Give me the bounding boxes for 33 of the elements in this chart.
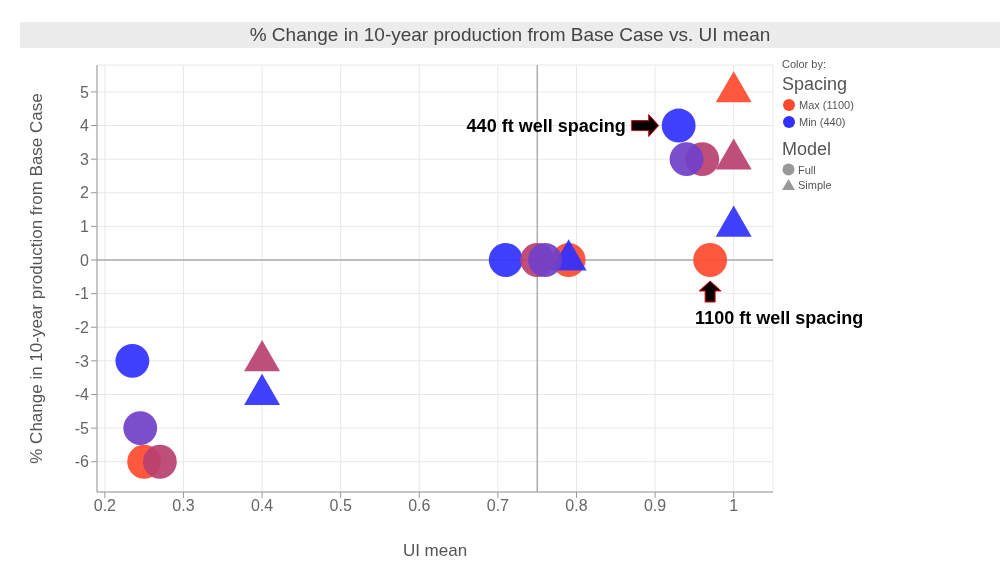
y-tick-label: 4 <box>80 117 90 135</box>
y-tick-label: 5 <box>80 83 90 101</box>
y-tick-label: -6 <box>74 453 90 471</box>
x-tick-label: 0.2 <box>93 497 117 515</box>
x-axis-title: UI mean <box>402 541 468 561</box>
x-tick-label: 1 <box>729 497 739 515</box>
y-tick-label: 0 <box>80 251 90 269</box>
x-tick-label: 0.3 <box>172 497 195 515</box>
y-tick-label: -1 <box>74 285 90 303</box>
text: Spacing <box>782 74 849 95</box>
text: Simple <box>797 179 833 191</box>
y-tick-label: 1 <box>80 218 90 236</box>
y-tick-label: 3 <box>80 150 90 168</box>
y-axis-title: % Change in 10-year production from Base Case <box>27 93 47 464</box>
legend-label: Min (440) <box>798 115 847 129</box>
x-tick-label: 0.8 <box>565 497 588 515</box>
y-tick-label: 2 <box>80 184 90 202</box>
legend-title: Color by: <box>782 58 828 70</box>
legend-label: Max (1100) <box>798 98 854 112</box>
text: Full <box>797 163 817 176</box>
x-tick-label: 0.4 <box>250 497 274 515</box>
annotation: 1100 ft well spacing <box>695 308 864 329</box>
chart-title: % Change in 10-year production from Base Case vs. UI mean <box>20 22 1000 48</box>
y-tick-label: -2 <box>74 318 90 336</box>
x-tick-label: 0.6 <box>408 497 431 515</box>
text: Model <box>782 139 833 160</box>
annotation: 440 ft well spacing <box>466 115 626 136</box>
y-tick-label: -5 <box>74 419 90 437</box>
x-tick-label: 0.5 <box>329 497 352 515</box>
y-tick-label: -3 <box>74 352 90 370</box>
x-tick-label: 0.7 <box>486 497 510 515</box>
y-tick-label: -4 <box>74 386 90 404</box>
x-tick-label: 0.9 <box>643 497 667 515</box>
